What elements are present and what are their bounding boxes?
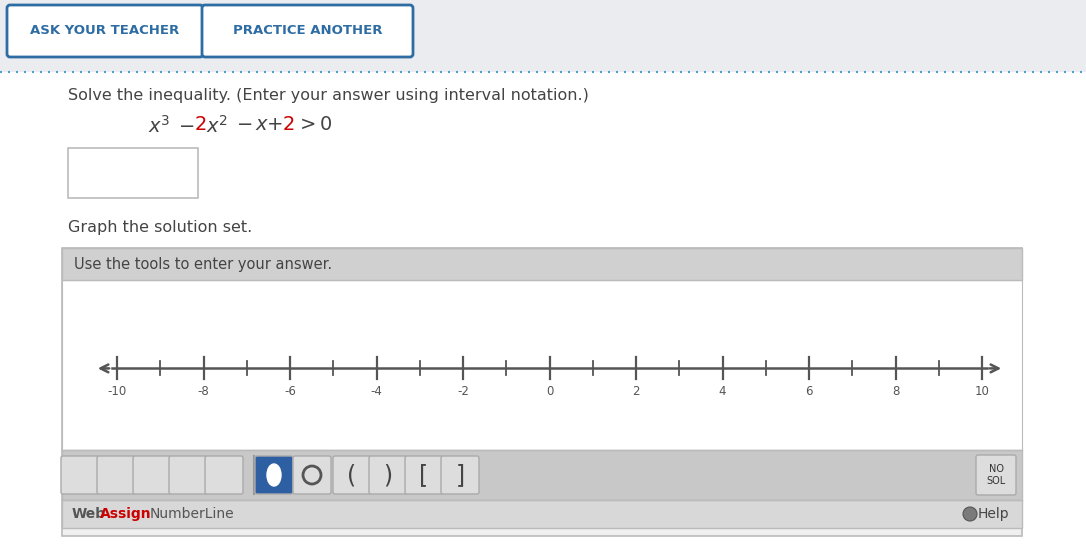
FancyBboxPatch shape [62,280,1022,450]
Text: Assign: Assign [100,507,152,521]
Text: Solve the inequality. (Enter your answer using interval notation.): Solve the inequality. (Enter your answer… [68,88,589,103]
Text: NO
SOL: NO SOL [986,464,1006,486]
Text: -10: -10 [108,386,127,398]
FancyBboxPatch shape [97,456,135,494]
Text: Web: Web [72,507,106,521]
FancyBboxPatch shape [62,248,1022,536]
Text: $-$: $-$ [178,115,194,134]
Text: $x^3$: $x^3$ [148,115,171,137]
Text: ASK YOUR TEACHER: ASK YOUR TEACHER [30,25,179,37]
FancyBboxPatch shape [68,148,198,198]
Text: 0: 0 [546,386,553,398]
Text: 6: 6 [805,386,812,398]
Text: Help: Help [978,507,1010,521]
FancyBboxPatch shape [7,5,203,57]
FancyBboxPatch shape [202,5,413,57]
FancyBboxPatch shape [405,456,443,494]
Text: [: [ [419,463,429,487]
Text: $> 0$: $> 0$ [296,115,333,134]
Text: -8: -8 [198,386,210,398]
Text: NumberLine: NumberLine [150,507,235,521]
Text: 4: 4 [719,386,727,398]
Text: PRACTICE ANOTHER: PRACTICE ANOTHER [232,25,382,37]
Text: $2$: $2$ [194,115,206,134]
FancyBboxPatch shape [0,72,1086,550]
FancyBboxPatch shape [169,456,207,494]
Text: -2: -2 [457,386,469,398]
Text: $2$: $2$ [282,115,294,134]
FancyBboxPatch shape [62,450,1022,500]
Text: 10: 10 [974,386,989,398]
FancyBboxPatch shape [0,0,1086,72]
FancyBboxPatch shape [333,456,371,494]
Text: $-\, x$: $-\, x$ [236,115,269,134]
FancyBboxPatch shape [132,456,171,494]
Text: $+$: $+$ [266,115,282,134]
Text: -4: -4 [370,386,382,398]
Text: Graph the solution set.: Graph the solution set. [68,220,252,235]
Text: Use the tools to enter your answer.: Use the tools to enter your answer. [74,256,332,272]
Text: 8: 8 [892,386,899,398]
FancyBboxPatch shape [255,456,293,494]
Circle shape [963,507,977,521]
Text: (: ( [348,463,356,487]
FancyBboxPatch shape [976,455,1016,495]
FancyBboxPatch shape [441,456,479,494]
Text: $x^2$: $x^2$ [206,115,228,137]
FancyBboxPatch shape [62,248,1022,280]
Text: -6: -6 [285,386,296,398]
FancyBboxPatch shape [293,456,331,494]
Text: 2: 2 [632,386,640,398]
FancyBboxPatch shape [62,500,1022,528]
Ellipse shape [267,464,281,486]
FancyBboxPatch shape [369,456,407,494]
Text: ): ) [383,463,392,487]
Text: ]: ] [455,463,465,487]
FancyBboxPatch shape [61,456,99,494]
FancyBboxPatch shape [205,456,243,494]
